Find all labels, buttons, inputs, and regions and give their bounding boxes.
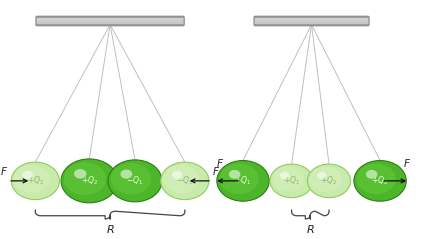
FancyBboxPatch shape [254,16,369,26]
Circle shape [308,164,351,198]
Circle shape [310,167,342,192]
FancyBboxPatch shape [36,16,184,26]
Circle shape [121,169,132,179]
Text: $\mathit{F}$: $\mathit{F}$ [403,157,411,169]
Text: $+\mathit{Q}_{2}$: $+\mathit{Q}_{2}$ [27,175,44,187]
Circle shape [108,160,162,202]
FancyBboxPatch shape [37,18,183,21]
Circle shape [22,171,33,179]
Text: $+\mathit{Q}_{2}$: $+\mathit{Q}_{2}$ [372,175,389,187]
Text: $+\mathit{Q}_{2}$: $+\mathit{Q}_{2}$ [81,175,98,187]
Circle shape [219,163,259,194]
Text: $+\mathit{Q}_{1}$: $+\mathit{Q}_{1}$ [283,175,300,187]
Circle shape [64,162,106,195]
Circle shape [161,162,209,200]
Circle shape [356,163,396,194]
Text: $\mathit{F}$: $\mathit{F}$ [216,157,224,169]
Circle shape [272,167,305,192]
Circle shape [14,165,50,193]
Text: $\mathit{F}$: $\mathit{F}$ [0,165,8,177]
Text: $+\mathit{Q}_{2}$: $+\mathit{Q}_{2}$ [321,175,338,187]
Circle shape [163,165,199,193]
Circle shape [270,164,313,198]
Circle shape [366,170,378,179]
Circle shape [280,172,289,179]
Circle shape [111,163,151,195]
FancyBboxPatch shape [255,18,368,21]
Circle shape [11,162,60,200]
Text: $\mathit{R}$: $\mathit{R}$ [306,223,314,235]
Text: $+\mathit{Q}_{1}$: $+\mathit{Q}_{1}$ [235,175,251,187]
Circle shape [74,169,86,179]
Circle shape [354,161,406,201]
Circle shape [172,171,182,179]
FancyBboxPatch shape [37,18,184,24]
Circle shape [318,172,327,179]
Text: $\mathit{R}$: $\mathit{R}$ [106,223,114,235]
Circle shape [61,159,118,203]
FancyBboxPatch shape [254,18,368,24]
Circle shape [217,161,269,201]
Text: $-\mathit{Q}_{1}$: $-\mathit{Q}_{1}$ [127,175,143,187]
Text: $-\mathit{Q}_{1}$: $-\mathit{Q}_{1}$ [176,175,194,187]
Circle shape [229,170,240,179]
Text: $\mathit{F}$: $\mathit{F}$ [212,165,220,177]
